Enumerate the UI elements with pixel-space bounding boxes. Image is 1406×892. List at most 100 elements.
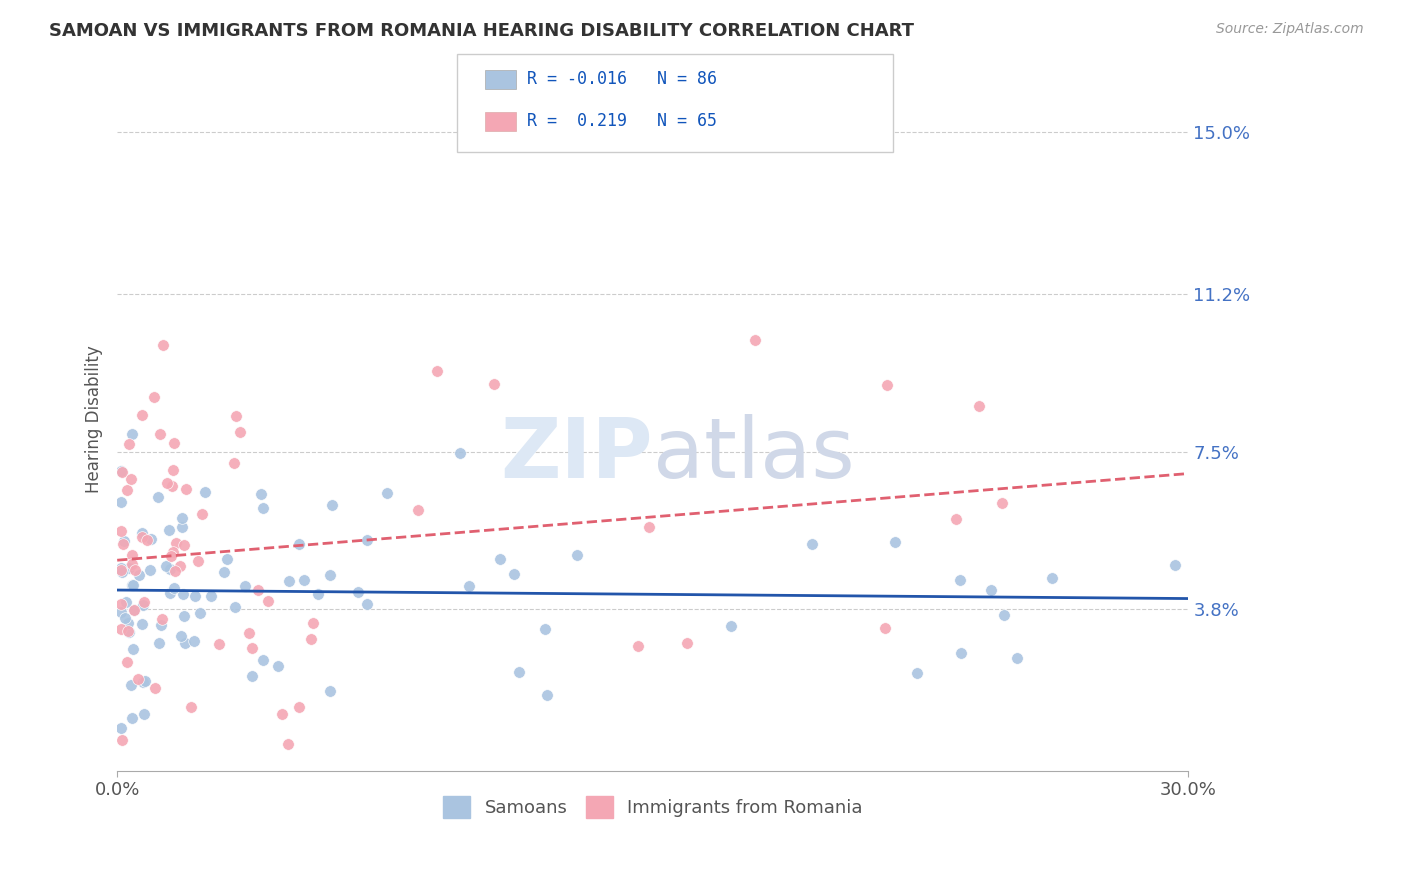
Point: [122, 603, 145, 617]
Point: [115, 483, 138, 498]
Point: [536, 689, 558, 703]
Point: [122, 578, 145, 592]
Point: [271, 707, 294, 722]
Point: [215, 552, 238, 566]
Point: [122, 603, 145, 617]
Point: [115, 655, 138, 669]
Point: [876, 377, 898, 392]
Point: [449, 445, 471, 459]
Point: [173, 609, 195, 624]
Text: ZIP: ZIP: [501, 414, 652, 495]
Point: [110, 622, 132, 636]
Point: [152, 338, 174, 352]
Point: [132, 674, 155, 689]
Point: [980, 582, 1002, 597]
Point: [318, 568, 340, 582]
Point: [131, 617, 153, 632]
Point: [458, 579, 481, 593]
Point: [117, 616, 139, 631]
Text: atlas: atlas: [652, 414, 855, 495]
Point: [136, 533, 159, 548]
Point: [277, 574, 299, 588]
Point: [111, 466, 134, 480]
Point: [1005, 650, 1028, 665]
Point: [142, 390, 165, 404]
Point: [157, 523, 180, 537]
Point: [347, 584, 370, 599]
Point: [222, 456, 245, 470]
Point: [277, 737, 299, 751]
Point: [131, 525, 153, 540]
Text: R = -0.016   N = 86: R = -0.016 N = 86: [527, 70, 717, 88]
Point: [110, 524, 132, 538]
Point: [225, 409, 247, 423]
Point: [188, 607, 211, 621]
Point: [146, 490, 169, 504]
Point: [502, 566, 524, 581]
Point: [111, 537, 134, 551]
Point: [132, 706, 155, 721]
Point: [356, 598, 378, 612]
Point: [238, 626, 260, 640]
Point: [155, 558, 177, 573]
Point: [627, 639, 650, 653]
Point: [163, 581, 186, 595]
Point: [139, 533, 162, 547]
Point: [233, 579, 256, 593]
Point: [200, 589, 222, 603]
Point: [121, 711, 143, 725]
Point: [163, 564, 186, 578]
Point: [143, 681, 166, 696]
Point: [212, 566, 235, 580]
Point: [534, 622, 557, 636]
Point: [128, 567, 150, 582]
Point: [184, 589, 207, 603]
Point: [267, 659, 290, 673]
Text: SAMOAN VS IMMIGRANTS FROM ROMANIA HEARING DISABILITY CORRELATION CHART: SAMOAN VS IMMIGRANTS FROM ROMANIA HEARIN…: [49, 22, 914, 40]
Point: [240, 640, 263, 655]
Point: [321, 499, 343, 513]
Point: [114, 611, 136, 625]
Point: [302, 616, 325, 631]
Point: [162, 462, 184, 476]
Point: [160, 479, 183, 493]
Point: [488, 552, 510, 566]
Point: [121, 642, 143, 657]
Point: [567, 549, 589, 563]
Point: [110, 563, 132, 577]
Point: [115, 594, 138, 608]
Point: [250, 486, 273, 500]
Point: [294, 573, 316, 587]
Point: [172, 520, 194, 534]
Point: [148, 635, 170, 649]
Point: [356, 533, 378, 547]
Point: [110, 721, 132, 735]
Point: [969, 400, 991, 414]
Point: [120, 472, 142, 486]
Point: [118, 437, 141, 451]
Text: Source: ZipAtlas.com: Source: ZipAtlas.com: [1216, 22, 1364, 37]
Point: [174, 482, 197, 496]
Point: [183, 634, 205, 648]
Point: [132, 595, 155, 609]
Point: [638, 519, 661, 533]
Point: [159, 549, 181, 563]
Point: [111, 732, 134, 747]
Point: [907, 665, 929, 680]
Point: [112, 533, 135, 548]
Point: [1040, 571, 1063, 585]
Point: [132, 599, 155, 613]
Point: [127, 672, 149, 686]
Point: [169, 559, 191, 574]
Point: [299, 632, 322, 646]
Point: [110, 597, 132, 611]
Point: [873, 621, 896, 635]
Point: [945, 512, 967, 526]
Point: [288, 537, 311, 551]
Point: [257, 593, 280, 607]
Point: [120, 678, 142, 692]
Point: [675, 635, 697, 649]
Point: [149, 618, 172, 632]
Point: [207, 637, 229, 651]
Point: [110, 464, 132, 478]
